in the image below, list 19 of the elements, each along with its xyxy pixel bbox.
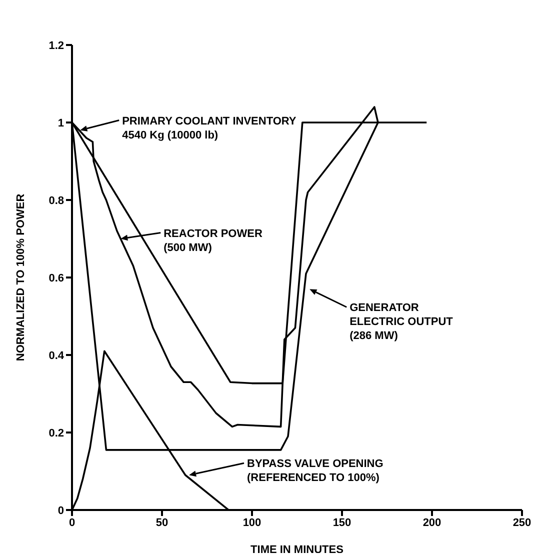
- y-tick-label: 0.8: [48, 194, 64, 207]
- y-tick-label: 0.6: [48, 272, 64, 284]
- y-tick-label: 1.2: [48, 40, 64, 52]
- x-tick-label: 0: [68, 516, 76, 529]
- annotation: REACTOR POWER (500 MW): [164, 228, 262, 254]
- y-tick-label: 0: [58, 504, 64, 517]
- y-tick-label: 1: [58, 117, 64, 130]
- x-tick-label: 200: [422, 516, 442, 529]
- annotation: PRIMARY COOLANT INVENTORY 4540 Kg (10000 lb): [122, 115, 297, 142]
- x-tick-label: 150: [332, 516, 352, 529]
- annotation: GENERATOR ELECTRIC OUTPUT (286 MW): [350, 302, 454, 342]
- y-tick-label: 0.2: [48, 427, 64, 440]
- y-axis-title: NORMALIZED TO 100% POWER: [14, 194, 27, 362]
- x-tick-label: 50: [156, 516, 168, 529]
- x-tick-label: 100: [242, 516, 262, 529]
- annotation: BYPASS VALVE OPENING (REFERENCED TO 100%): [247, 458, 384, 484]
- x-tick-label: 250: [512, 516, 532, 529]
- y-tick-label: 0.4: [48, 350, 65, 362]
- x-axis-title: TIME IN MINUTES: [250, 544, 344, 556]
